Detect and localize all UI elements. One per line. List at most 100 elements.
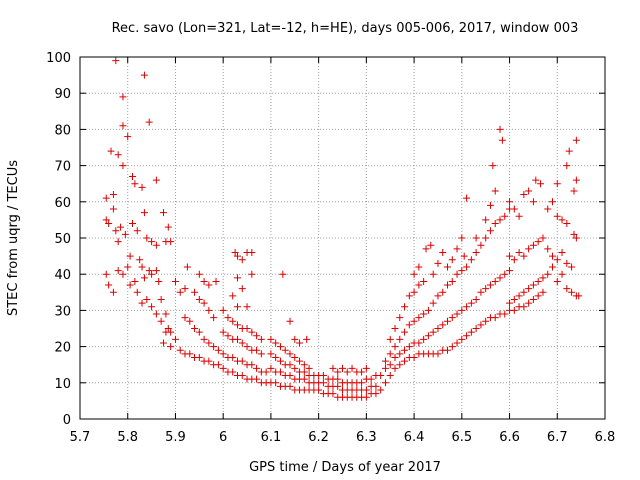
data-point [176, 288, 184, 296]
data-point [148, 303, 156, 311]
data-point [501, 270, 509, 278]
data-point [214, 346, 222, 354]
data-point [372, 382, 380, 390]
data-point [248, 270, 256, 278]
data-point [105, 220, 113, 228]
data-point [539, 288, 547, 296]
data-point [329, 364, 337, 372]
data-point [279, 270, 287, 278]
data-point [183, 263, 191, 271]
data-point [181, 285, 189, 293]
data-point [453, 310, 461, 318]
data-point [238, 339, 246, 347]
data-point [234, 321, 241, 329]
data-point [563, 162, 571, 170]
data-point [300, 375, 308, 383]
data-point [303, 335, 311, 343]
data-point [234, 335, 241, 343]
data-point [358, 379, 366, 387]
data-point [167, 343, 175, 351]
data-point [463, 303, 471, 311]
y-tick-label: 20 [54, 341, 71, 356]
data-point [334, 368, 342, 376]
data-point [205, 339, 213, 347]
data-point [133, 288, 141, 296]
data-point [140, 274, 148, 282]
data-point [448, 314, 456, 322]
x-tick-label: 6.8 [595, 430, 616, 445]
data-point [133, 227, 141, 235]
data-point [477, 321, 485, 329]
data-point [544, 245, 552, 253]
data-point [458, 234, 466, 242]
data-point [422, 245, 430, 253]
data-point [129, 172, 136, 180]
chart-title: Rec. savo (Lon=321, Lat=-12, h=HE), days… [112, 21, 579, 36]
data-point [410, 353, 418, 361]
data-point [532, 176, 540, 184]
data-point [160, 209, 168, 217]
data-point [496, 125, 504, 133]
x-tick-label: 6.7 [547, 430, 568, 445]
data-point [281, 346, 289, 354]
data-point [520, 191, 528, 199]
data-point [515, 248, 523, 256]
data-point [112, 227, 120, 235]
data-point [506, 198, 514, 206]
data-point [148, 270, 156, 278]
data-point [491, 277, 499, 285]
data-point [529, 296, 537, 304]
data-point [109, 288, 117, 296]
data-point [415, 281, 423, 289]
data-point [143, 296, 151, 304]
x-tick-label: 6.4 [404, 430, 425, 445]
x-tick-label: 6.6 [499, 430, 520, 445]
data-point [119, 122, 127, 130]
data-point [410, 270, 418, 278]
x-tick-label: 6 [219, 430, 227, 445]
data-point [358, 368, 366, 376]
data-point [286, 350, 294, 358]
y-axis-ticks: 0 10 20 30 40 50 60 70 80 90 100 [46, 51, 605, 428]
data-point [463, 194, 471, 202]
data-point [253, 375, 261, 383]
data-point [401, 303, 409, 311]
data-point [549, 252, 556, 260]
data-point [148, 238, 156, 246]
data-point [109, 205, 117, 213]
data-point [176, 346, 184, 354]
data-point [525, 245, 533, 253]
data-point [152, 241, 160, 249]
data-point [477, 241, 485, 249]
data-point [482, 234, 490, 242]
data-point [424, 306, 432, 314]
data-point [286, 317, 294, 325]
data-point [167, 328, 175, 336]
data-point [291, 364, 299, 372]
data-point [572, 136, 580, 144]
data-point [515, 212, 523, 220]
data-point [296, 357, 304, 365]
data-point [219, 328, 227, 336]
data-point [434, 325, 442, 332]
data-point [401, 346, 409, 354]
data-point [145, 118, 153, 126]
data-point [525, 299, 533, 307]
data-point [539, 234, 547, 242]
data-point [243, 325, 251, 332]
data-point [427, 241, 435, 249]
data-point [267, 364, 275, 372]
data-point [224, 332, 232, 340]
data-point [420, 335, 428, 343]
data-point [460, 252, 468, 260]
data-point [300, 361, 308, 369]
data-point [243, 303, 251, 311]
data-point [391, 325, 399, 332]
data-point [124, 263, 132, 271]
data-point [486, 201, 494, 209]
data-point [248, 361, 256, 369]
y-tick-label: 30 [54, 304, 71, 319]
data-point [267, 350, 275, 358]
data-point [272, 339, 280, 347]
data-point [549, 263, 556, 271]
